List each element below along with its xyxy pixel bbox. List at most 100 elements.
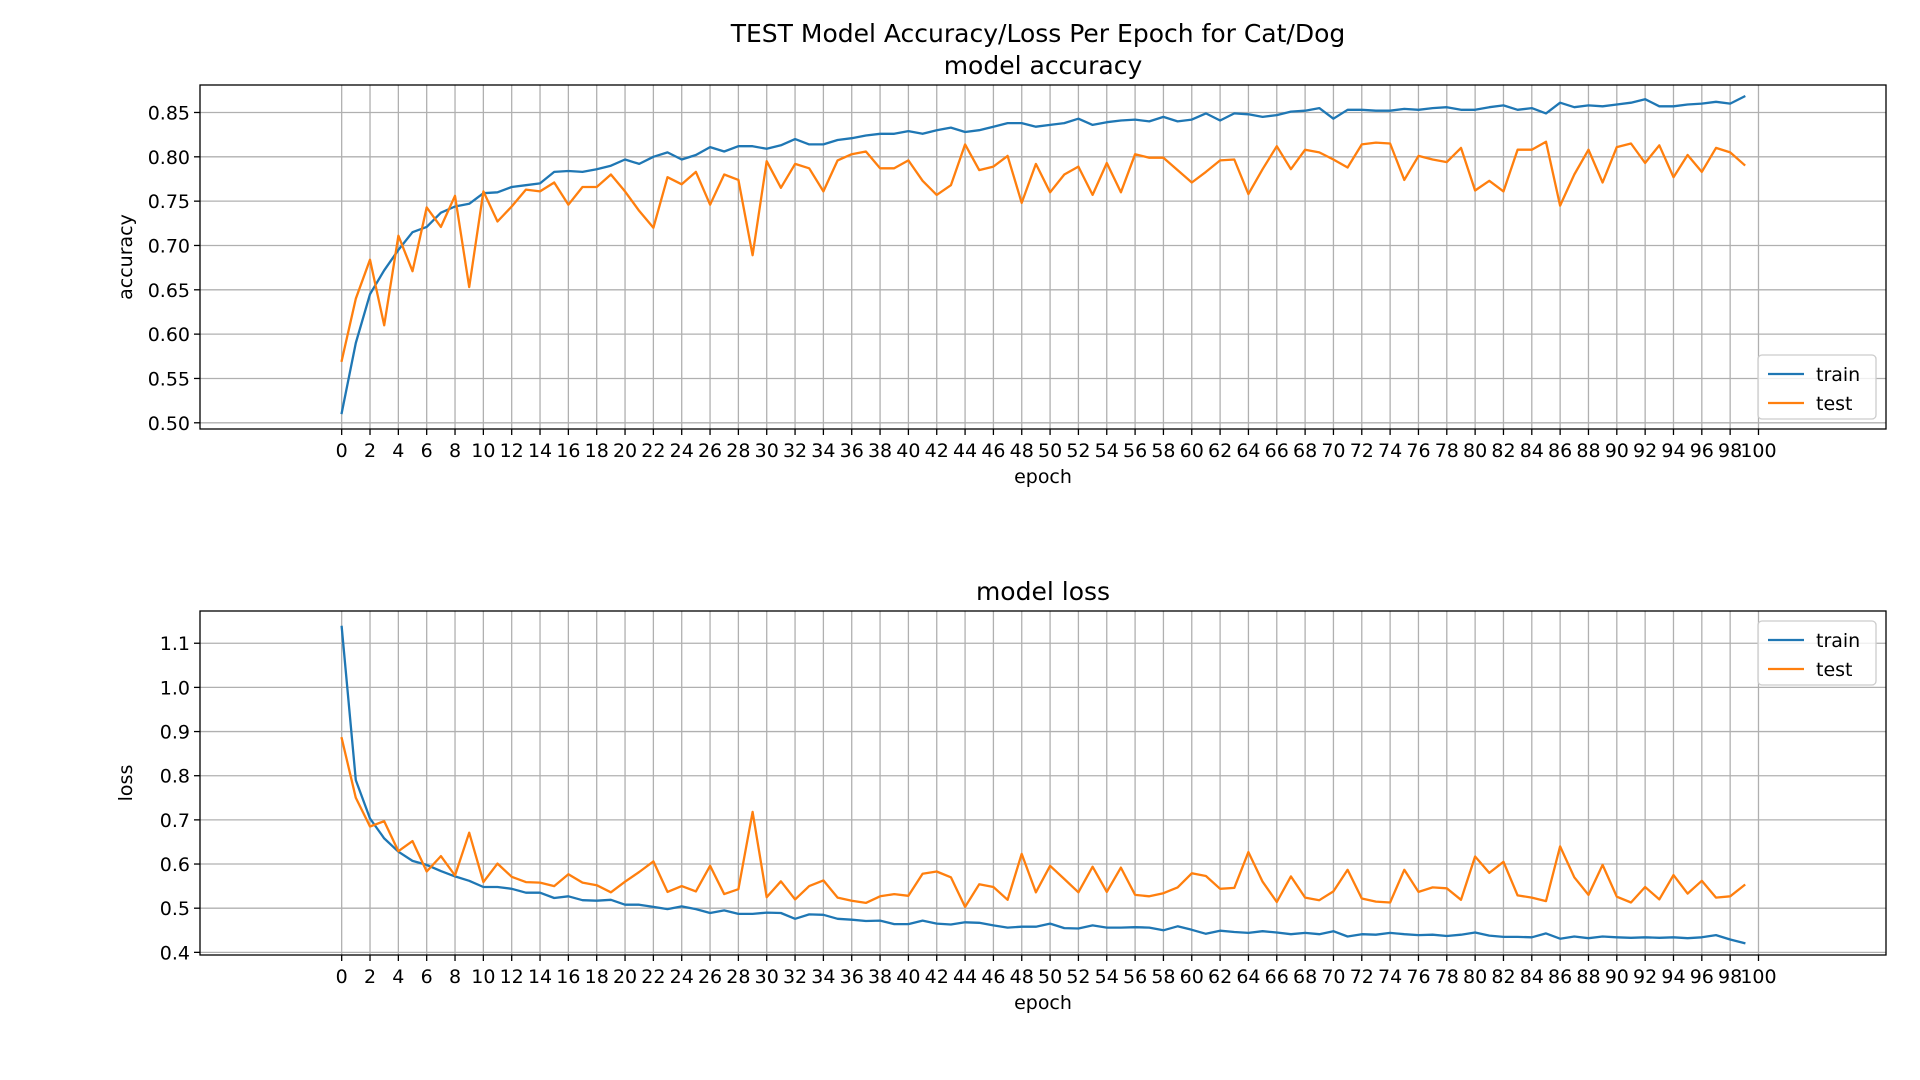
accuracy-x-tick-label: 78 <box>1435 440 1459 462</box>
loss-x-tick-label: 80 <box>1463 966 1487 988</box>
loss-x-tick-label: 48 <box>1010 966 1034 988</box>
accuracy-x-tick-label: 56 <box>1123 440 1147 462</box>
accuracy-x-tick-label: 86 <box>1548 440 1572 462</box>
loss-x-tick-label: 58 <box>1151 966 1175 988</box>
loss-x-tick-label: 2 <box>364 966 376 988</box>
loss-x-tick-label: 76 <box>1406 966 1430 988</box>
loss-x-tick-label: 88 <box>1576 966 1600 988</box>
figure-suptitle: TEST Model Accuracy/Loss Per Epoch for C… <box>730 19 1346 48</box>
accuracy-x-tick-label: 76 <box>1406 440 1430 462</box>
accuracy-axes-frame <box>199 84 1887 430</box>
accuracy-x-tick-label: 48 <box>1010 440 1034 462</box>
loss-x-tick-label: 72 <box>1350 966 1374 988</box>
accuracy-x-tick-label: 72 <box>1350 440 1374 462</box>
loss-x-tick-label: 30 <box>755 966 779 988</box>
loss-y-tick-label: 0.5 <box>160 898 190 920</box>
accuracy-series-lines <box>340 94 1746 415</box>
loss-x-tick-label: 96 <box>1690 966 1714 988</box>
loss-x-tick-label: 28 <box>726 966 750 988</box>
loss-series-test <box>340 736 1746 909</box>
loss-x-axis-label: epoch <box>1014 992 1072 1014</box>
loss-x-tick-label: 16 <box>556 966 580 988</box>
accuracy-x-tick-label: 52 <box>1066 440 1090 462</box>
accuracy-x-tick-label: 34 <box>811 440 835 462</box>
loss-chart: 0 2 4 6 8 10 12 14 16 18 20 22 24 26 28 30 32 34 36 38 40 42 4… <box>115 577 1887 1014</box>
loss-x-tick-label: 86 <box>1548 966 1572 988</box>
accuracy-x-tick-label: 98 <box>1718 440 1742 462</box>
accuracy-x-tick-label: 82 <box>1491 440 1515 462</box>
accuracy-x-tick-label: 26 <box>698 440 722 462</box>
accuracy-grid <box>200 85 1886 429</box>
accuracy-x-tick-label: 68 <box>1293 440 1317 462</box>
loss-series-train <box>340 625 1746 945</box>
loss-x-tick-label: 50 <box>1038 966 1062 988</box>
accuracy-x-tick-label: 28 <box>726 440 750 462</box>
loss-y-tick-label: 0.8 <box>160 766 190 788</box>
loss-legend: train test <box>1757 620 1877 686</box>
accuracy-x-tick-label: 24 <box>670 440 694 462</box>
accuracy-x-tick-label: 10 <box>471 440 495 462</box>
loss-x-tick-label: 70 <box>1321 966 1345 988</box>
accuracy-x-tick-label: 70 <box>1321 440 1345 462</box>
loss-x-tick-label: 90 <box>1605 966 1629 988</box>
loss-x-tick-label: 54 <box>1095 966 1119 988</box>
accuracy-series-test <box>340 140 1746 363</box>
accuracy-x-tick-label: 8 <box>449 440 461 462</box>
loss-x-tick-label: 10 <box>471 966 495 988</box>
loss-y-axis-label: loss <box>115 765 137 802</box>
accuracy-x-tick-label: 90 <box>1605 440 1629 462</box>
accuracy-x-tick-label: 54 <box>1095 440 1119 462</box>
accuracy-x-tick-label: 44 <box>953 440 977 462</box>
loss-x-tick-label: 24 <box>670 966 694 988</box>
loss-x-tick-label: 0 <box>336 966 348 988</box>
accuracy-y-tick-label: 0.80 <box>148 147 190 169</box>
loss-x-tick-label: 66 <box>1265 966 1289 988</box>
accuracy-x-tick-label: 84 <box>1520 440 1544 462</box>
accuracy-x-tick-label: 50 <box>1038 440 1062 462</box>
accuracy-y-tick-label: 0.55 <box>148 368 190 390</box>
loss-x-tick-label: 38 <box>868 966 892 988</box>
loss-x-tick-label: 36 <box>840 966 864 988</box>
accuracy-x-tick-label: 30 <box>755 440 779 462</box>
accuracy-x-tick-label: 58 <box>1151 440 1175 462</box>
accuracy-y-tick-label: 0.75 <box>148 191 190 213</box>
accuracy-legend: train test <box>1757 354 1877 420</box>
accuracy-x-tick-label: 38 <box>868 440 892 462</box>
loss-x-tick-label: 20 <box>613 966 637 988</box>
accuracy-x-tick-label: 88 <box>1576 440 1600 462</box>
accuracy-y-axis-label: accuracy <box>115 214 137 300</box>
loss-y-tick-label: 0.7 <box>160 810 190 832</box>
loss-x-tick-label: 68 <box>1293 966 1317 988</box>
accuracy-x-tick-label: 40 <box>896 440 920 462</box>
accuracy-y-tick-label: 0.60 <box>148 324 190 346</box>
loss-x-tick-label: 94 <box>1661 966 1685 988</box>
accuracy-x-tick-label: 22 <box>641 440 665 462</box>
loss-x-tick-label: 62 <box>1208 966 1232 988</box>
accuracy-x-tick-label: 66 <box>1265 440 1289 462</box>
accuracy-x-tick-label: 64 <box>1236 440 1260 462</box>
loss-ticks: 0 2 4 6 8 10 12 14 16 18 20 22 24 26 28 30 32 34 36 38 40 42 4… <box>160 633 1777 988</box>
loss-x-tick-label: 6 <box>421 966 433 988</box>
loss-x-tick-label: 44 <box>953 966 977 988</box>
loss-x-tick-label: 84 <box>1520 966 1544 988</box>
accuracy-chart: 0 2 4 6 8 10 12 14 16 18 20 22 24 26 28 30 32 34 36 38 40 42 4… <box>115 51 1887 488</box>
accuracy-x-tick-label: 32 <box>783 440 807 462</box>
loss-x-tick-label: 18 <box>585 966 609 988</box>
accuracy-x-tick-label: 62 <box>1208 440 1232 462</box>
loss-x-tick-label: 14 <box>528 966 552 988</box>
accuracy-x-tick-label: 46 <box>981 440 1005 462</box>
loss-x-tick-label: 4 <box>392 966 404 988</box>
loss-x-tick-label: 82 <box>1491 966 1515 988</box>
loss-title: model loss <box>976 577 1110 606</box>
accuracy-x-tick-label: 20 <box>613 440 637 462</box>
accuracy-x-tick-label: 92 <box>1633 440 1657 462</box>
loss-series-lines <box>340 625 1746 945</box>
accuracy-x-tick-label: 74 <box>1378 440 1402 462</box>
loss-x-tick-label: 12 <box>500 966 524 988</box>
loss-x-tick-label: 64 <box>1236 966 1260 988</box>
accuracy-x-tick-label: 96 <box>1690 440 1714 462</box>
loss-x-tick-label: 100 <box>1740 966 1776 988</box>
loss-x-tick-label: 78 <box>1435 966 1459 988</box>
loss-x-tick-label: 98 <box>1718 966 1742 988</box>
loss-x-tick-label: 26 <box>698 966 722 988</box>
